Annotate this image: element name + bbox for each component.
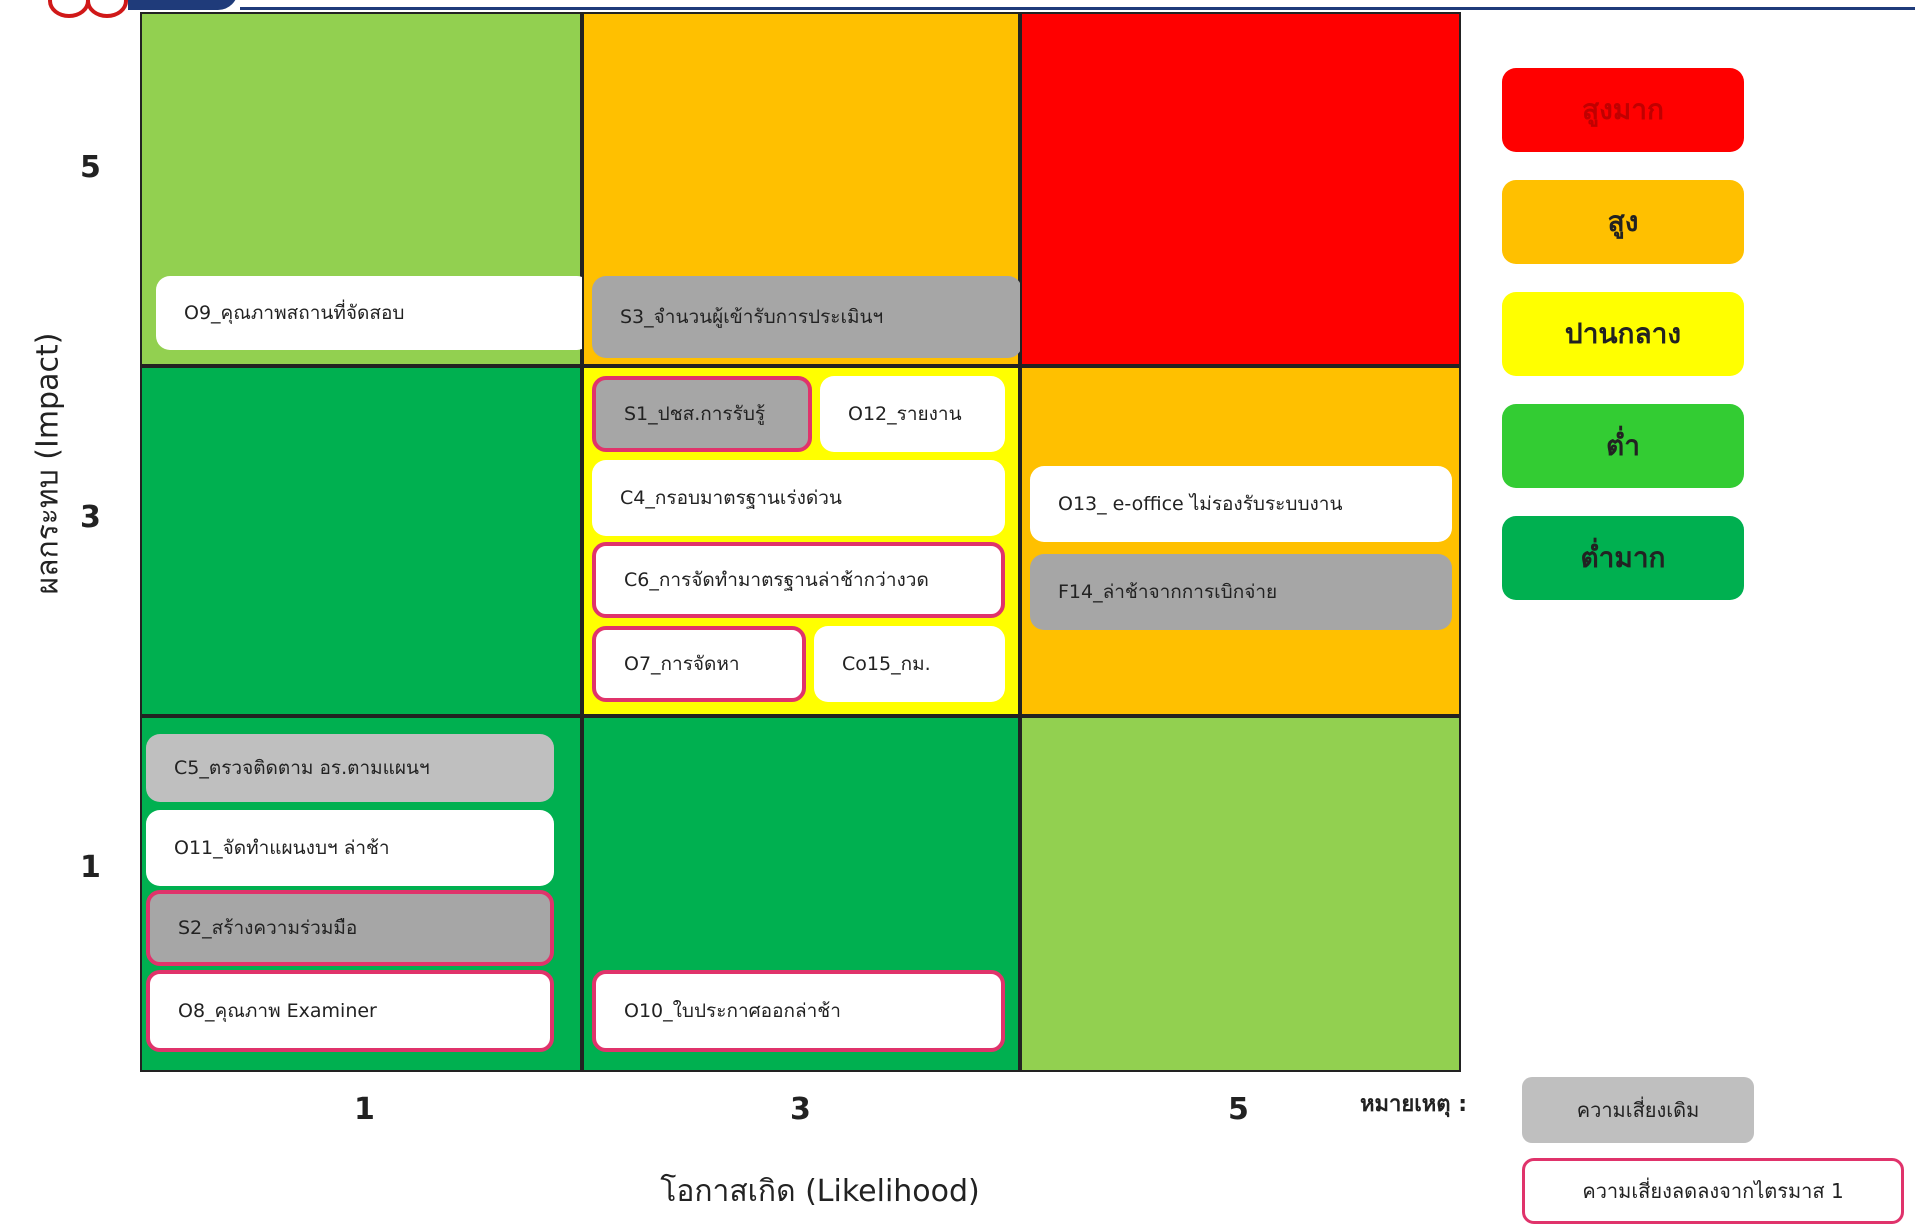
header-rule (240, 7, 1915, 10)
y-axis-title: ผลกระทบ (Impact) (30, 332, 66, 595)
matrix-cell-impact3-likelihood1 (140, 366, 582, 716)
risk-item: O12_รายงาน (820, 376, 1005, 452)
risk-item: O11_จัดทำแผนงบฯ ล่าช้า (146, 810, 554, 886)
note-reduced-risk: ความเสี่ยงลดลงจากไตรมาส 1 (1522, 1158, 1904, 1224)
risk-item: O7_การจัดหา (592, 626, 806, 702)
risk-item: S3_จำนวนผู้เข้ารับการประเมินฯ (592, 276, 1022, 358)
risk-item: S1_ปชส.การรับรู้ (592, 376, 812, 452)
risk-item: O13_ e-office ไม่รองรับระบบงาน (1030, 466, 1452, 542)
x-tick-3: 3 (790, 1092, 811, 1127)
risk-matrix: O9_คุณภาพสถานที่จัดสอบ S3_จำนวนผู้เข้ารับ… (140, 12, 1461, 1072)
matrix-cell-impact5-likelihood5 (1020, 12, 1461, 366)
risk-item: S2_สร้างความร่วมมือ (146, 890, 554, 966)
risk-item: C5_ตรวจติดตาม อร.ตามแผนฯ (146, 734, 554, 802)
risk-item: O10_ใบประกาศออกล่าช้า (592, 970, 1005, 1052)
header-strip (0, 0, 1915, 18)
y-tick-1: 1 (80, 850, 101, 885)
risk-item: C6_การจัดทำมาตรฐานล่าช้ากว่างวด (592, 542, 1005, 618)
y-tick-3: 3 (80, 500, 101, 535)
note-label: หมายเหตุ : (1360, 1092, 1468, 1117)
y-tick-5: 5 (80, 150, 101, 185)
risk-item: O8_คุณภาพ Examiner (146, 970, 554, 1052)
risk-item: C4_กรอบมาตรฐานเร่งด่วน (592, 460, 1005, 536)
matrix-cell-impact1-likelihood5 (1020, 716, 1461, 1072)
x-tick-1: 1 (354, 1092, 375, 1127)
x-axis-title: โอกาสเกิด (Likelihood) (660, 1174, 980, 1209)
legend-item: สูงมาก (1502, 68, 1744, 152)
risk-item: O9_คุณภาพสถานที่จัดสอบ (156, 276, 591, 350)
note-existing-risk: ความเสี่ยงเดิม (1522, 1077, 1754, 1143)
organization-logo (0, 0, 240, 18)
legend-item: สูง (1502, 180, 1744, 264)
x-tick-5: 5 (1228, 1092, 1249, 1127)
risk-item: F14_ล่าช้าจากการเบิกจ่าย (1030, 554, 1452, 630)
legend-item: ปานกลาง (1502, 292, 1744, 376)
legend-item: ต่ำ (1502, 404, 1744, 488)
legend-item: ต่ำมาก (1502, 516, 1744, 600)
risk-item: Co15_กม. (814, 626, 1005, 702)
